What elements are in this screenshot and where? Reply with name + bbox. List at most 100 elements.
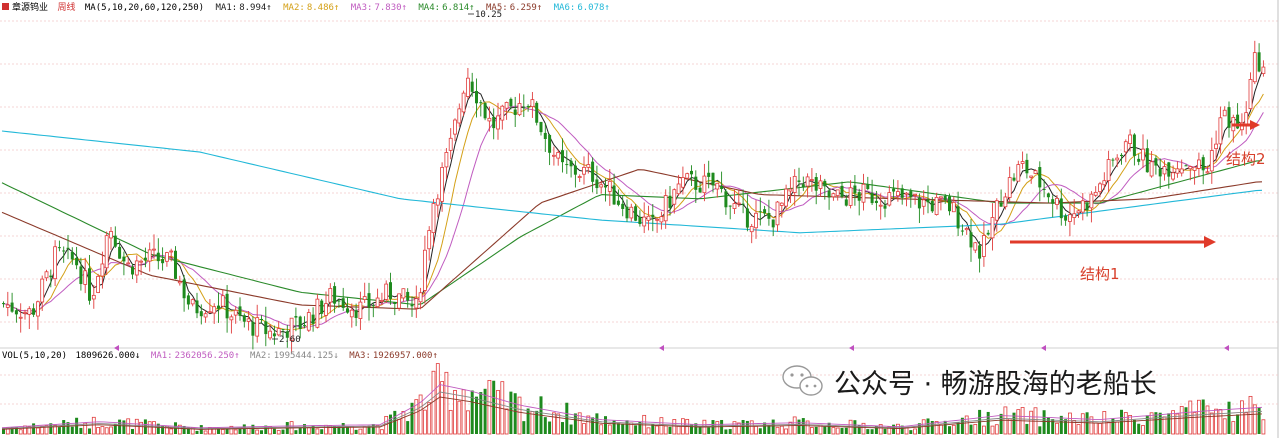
candle-body-up: [397, 293, 402, 309]
svg-text:章源钨业 周线 MA(5,10,20: 章源钨业 周线 MA(5,10,20,60,120,250) MA1: 8.994…: [12, 1, 610, 13]
candle-body-up: [444, 152, 449, 168]
candle-body-up: [1218, 117, 1223, 145]
volume-header: VOL(5,10,20) 1809626.000↓ MA1: 2362056.25…: [2, 351, 438, 361]
volume-bar-up: [556, 413, 561, 435]
volume-bar-down: [371, 424, 375, 434]
candle-body-down: [870, 192, 874, 204]
volume-bar-down: [122, 420, 126, 434]
volume-bar-up: [147, 421, 152, 435]
candle-body-up: [685, 173, 690, 179]
volume-bar-down: [509, 391, 513, 434]
candle-body-up: [362, 296, 367, 300]
candle-body-up: [422, 249, 427, 291]
svg-text:VOL(5,10,20) 1809626.000: VOL(5,10,20) 1809626.000↓ MA1: 2362056.25…: [2, 351, 438, 361]
volume-bar-down: [986, 411, 990, 434]
volume-bar-down: [917, 423, 921, 434]
candle-body-down: [616, 200, 620, 205]
candle-body-up: [36, 301, 40, 317]
candle-body-down: [509, 98, 513, 107]
candle-body-up: [100, 263, 105, 277]
volume-bar-up: [810, 427, 814, 435]
candle-body-up: [1141, 148, 1145, 161]
volume-bar-up: [973, 424, 978, 435]
volume-bar-down: [410, 402, 414, 434]
candle-body-up: [1128, 134, 1132, 145]
volume-bar-down: [857, 425, 861, 434]
candle-body-up: [784, 188, 788, 207]
volume-bar-down: [823, 426, 827, 434]
watermark-text: 公众号 · 畅游股海的老船长: [834, 369, 1157, 400]
candle-body-down: [1132, 134, 1136, 156]
candle-body-down: [238, 306, 242, 316]
candle-body-down: [573, 165, 577, 175]
volume-bar-down: [634, 425, 638, 434]
candle-body-down: [707, 172, 711, 177]
volume-bar-down: [1257, 407, 1261, 434]
volume-bar-up: [255, 429, 260, 435]
volume-bar-down: [311, 425, 315, 434]
volume-bar-up: [203, 430, 208, 435]
ma1-value: 8.994↑: [239, 3, 272, 13]
volume-bar-up: [465, 410, 470, 435]
volume-bar-up: [805, 420, 810, 435]
candle-body-up: [1055, 197, 1059, 205]
candle-body-up: [246, 318, 251, 322]
vol-ma2-label: MA2:: [250, 351, 272, 361]
candle-body-up: [435, 198, 440, 206]
volume-bar-up: [414, 399, 419, 435]
volume-bar-up: [448, 409, 453, 435]
candle-body-up: [276, 328, 281, 336]
vol-value: 1809626.000↓: [75, 351, 140, 361]
volume-bar-up: [672, 419, 677, 435]
candle-body-up: [315, 298, 320, 328]
candle-body-up: [152, 248, 156, 251]
volume-bar-down: [70, 426, 74, 434]
candle-body-up: [139, 260, 144, 263]
candle-body-up: [207, 311, 212, 314]
candle-body-up: [939, 196, 943, 199]
candle-body-up: [788, 188, 793, 192]
candle-body-up: [702, 175, 707, 194]
volume-bar-up: [349, 426, 354, 435]
volume-bar-up: [83, 422, 88, 435]
volume-bar-down: [1025, 423, 1029, 434]
volume-bar-down: [88, 428, 91, 434]
volume-bar-down: [909, 430, 913, 434]
candle-body-down: [767, 212, 771, 219]
candle-body-down: [535, 102, 539, 123]
volume-bar-down: [535, 410, 539, 434]
volume-bar-down: [131, 428, 134, 434]
volume-bar-down: [543, 417, 547, 434]
candle-body-up: [913, 193, 917, 196]
candle-body-down: [948, 196, 951, 212]
marker-triangle: [114, 345, 119, 351]
candle-body-up: [1106, 159, 1111, 182]
arrow-head-icon: [1250, 120, 1260, 130]
volume-bar-down: [320, 429, 324, 434]
volume-bar-down: [573, 413, 577, 434]
candle-body-down: [337, 300, 341, 302]
volume-bar-down: [298, 426, 302, 434]
marker-triangle: [1224, 345, 1229, 351]
volume-bar-up: [104, 427, 109, 435]
volume-bar-down: [1059, 415, 1063, 434]
volume-bar-down: [522, 421, 526, 434]
candle-body-up: [556, 152, 561, 159]
volume-bar-down: [57, 427, 61, 434]
candle-body-up: [848, 187, 853, 206]
candle-body-up: [792, 175, 797, 193]
volume-bar-down: [341, 423, 345, 434]
volume-bar-down: [866, 429, 870, 434]
volume-bar-up: [1149, 412, 1154, 435]
candle-body-down: [917, 197, 921, 209]
candle-body-up: [1171, 172, 1175, 180]
volume-bar-down: [948, 426, 951, 434]
candle-body-down: [724, 191, 728, 208]
volume-bar-up: [457, 400, 462, 435]
candle-body-up: [951, 201, 956, 213]
candle-body-up: [1149, 161, 1154, 177]
volume-bar-down: [668, 426, 672, 434]
volume-bar-up: [504, 408, 509, 435]
volume-bar-down: [182, 425, 186, 434]
candle-body-down: [1201, 157, 1205, 171]
